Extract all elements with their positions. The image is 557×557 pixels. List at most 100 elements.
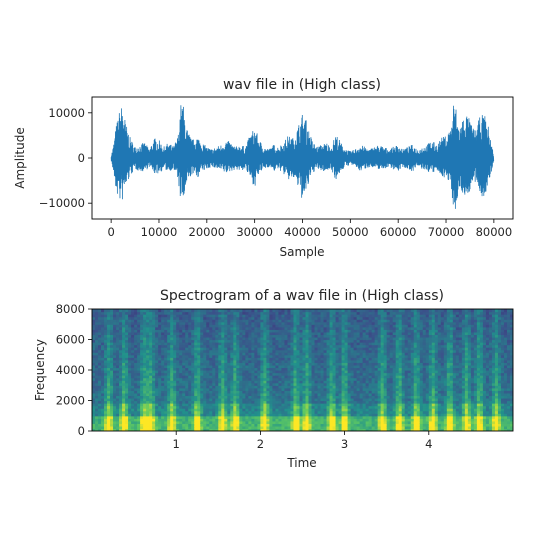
spectrogram-cell <box>362 316 367 320</box>
spectrogram-cell <box>269 314 274 318</box>
spectrogram-cell <box>197 395 201 399</box>
spectrogram-cell <box>155 420 159 424</box>
spectrogram-cell <box>242 377 246 381</box>
spectrogram-cell <box>290 413 295 417</box>
spectrogram-cell <box>161 367 165 371</box>
spectrogram-cell <box>179 413 183 417</box>
spectrogram-cell <box>212 428 216 431</box>
spectrogram-cell <box>389 329 394 333</box>
spectrogram-cell <box>134 418 138 422</box>
spectrogram-cell <box>272 342 277 346</box>
spectrogram-cell <box>173 403 177 407</box>
spectrogram-cell <box>305 370 310 374</box>
spectrogram-cell <box>350 316 355 320</box>
spectrogram-cell <box>98 418 102 422</box>
spectrogram-cell <box>215 329 219 333</box>
spectrogram-cell <box>194 387 198 391</box>
spectrogram-cell <box>248 415 252 419</box>
spectrogram-cell <box>332 397 337 402</box>
spectrogram-cell <box>317 357 322 361</box>
spectrogram-cell <box>191 377 195 381</box>
spectrogram-cell <box>299 400 304 404</box>
spectrogram-cell <box>224 359 228 363</box>
spectrogram-cell <box>344 370 349 374</box>
spectrogram-cell <box>356 387 361 391</box>
spectrogram-cell <box>113 392 117 397</box>
spectrogram-cell <box>131 339 135 343</box>
spectrogram-cell <box>113 387 117 391</box>
spectrogram-cell <box>206 403 210 407</box>
spectrogram-cell <box>227 321 231 325</box>
spectrogram-cell <box>104 375 108 379</box>
spectrogram-cell <box>116 362 120 366</box>
spectrogram-cell <box>365 390 370 394</box>
spectrogram-cell <box>209 405 213 409</box>
spectrogram-cell <box>359 428 364 431</box>
spectrogram-cell <box>140 385 144 389</box>
spectrogram-cell <box>278 342 283 346</box>
spectrogram-cell <box>191 347 195 351</box>
spectrogram-cell <box>275 359 280 363</box>
spectrogram-cell <box>371 420 376 424</box>
spectrogram-cell <box>170 347 174 351</box>
spectrogram-cell <box>143 413 147 417</box>
spectrogram-cell <box>197 316 201 320</box>
spectrogram-cell <box>110 349 114 353</box>
spectrogram-cell <box>116 344 120 348</box>
spectrogram-cell <box>107 359 111 363</box>
spectrogram-cell <box>239 319 243 323</box>
spectrogram-cell <box>311 357 316 361</box>
spectrogram-cell <box>293 319 298 323</box>
spectrogram-cell <box>263 326 268 330</box>
spectrogram-cell <box>371 403 376 407</box>
spectrogram-cell <box>173 326 177 330</box>
spectrogram-cell <box>299 329 304 333</box>
waveform-x-tick-label: 20000 <box>189 225 226 239</box>
spectrogram-cell <box>200 425 204 430</box>
spectrogram-cell <box>173 387 177 391</box>
spectrogram-cell <box>371 336 376 341</box>
spectrogram-cell <box>104 342 108 346</box>
spectrogram-cell <box>164 349 168 353</box>
spectrogram-cell <box>302 425 307 430</box>
spectrogram-cell <box>107 342 111 346</box>
spectrogram-cell <box>326 347 331 351</box>
spectrogram-cell <box>338 372 343 376</box>
spectrogram-cell <box>155 336 159 341</box>
spectrogram-cell <box>254 423 258 427</box>
spectrogram-cell <box>275 410 280 414</box>
spectrogram-cell <box>176 364 180 369</box>
spectrogram-cell <box>242 415 246 419</box>
spectrogram-cell <box>170 380 174 384</box>
spectrogram-cell <box>359 334 364 338</box>
spectrogram-cell <box>317 395 322 399</box>
spectrogram-cell <box>185 403 189 407</box>
spectrogram-cell <box>254 403 258 407</box>
spectrogram-cell <box>137 349 141 353</box>
spectrogram-cell <box>272 347 277 351</box>
spectrogram-cell <box>167 425 171 430</box>
spectrogram-cell <box>221 331 225 336</box>
spectrogram-cell <box>314 352 319 356</box>
spectrogram-cell <box>158 400 162 404</box>
spectrogram-cell <box>272 331 277 336</box>
spectrogram-cell <box>194 375 198 379</box>
spectrogram-cell <box>131 324 135 328</box>
spectrogram-cell <box>284 326 289 330</box>
spectrogram-cell <box>242 309 246 313</box>
spectrogram-cell <box>260 403 265 407</box>
spectrogram-cell <box>104 423 108 427</box>
spectrogram-cell <box>212 334 216 338</box>
spectrogram-cell <box>182 354 186 358</box>
spectrogram-cell <box>98 382 102 386</box>
spectrogram-cell <box>302 390 307 394</box>
spectrogram-cell <box>398 420 403 424</box>
spectrogram-cell <box>314 372 319 376</box>
spectrogram-cell <box>215 377 219 381</box>
spectrogram-cell <box>239 380 243 384</box>
spectrogram-cell <box>173 390 177 394</box>
spectrogram-cell <box>269 370 274 374</box>
spectrogram-cell <box>194 418 198 422</box>
spectrogram-cell <box>275 428 280 431</box>
spectrogram-cell <box>242 418 246 422</box>
